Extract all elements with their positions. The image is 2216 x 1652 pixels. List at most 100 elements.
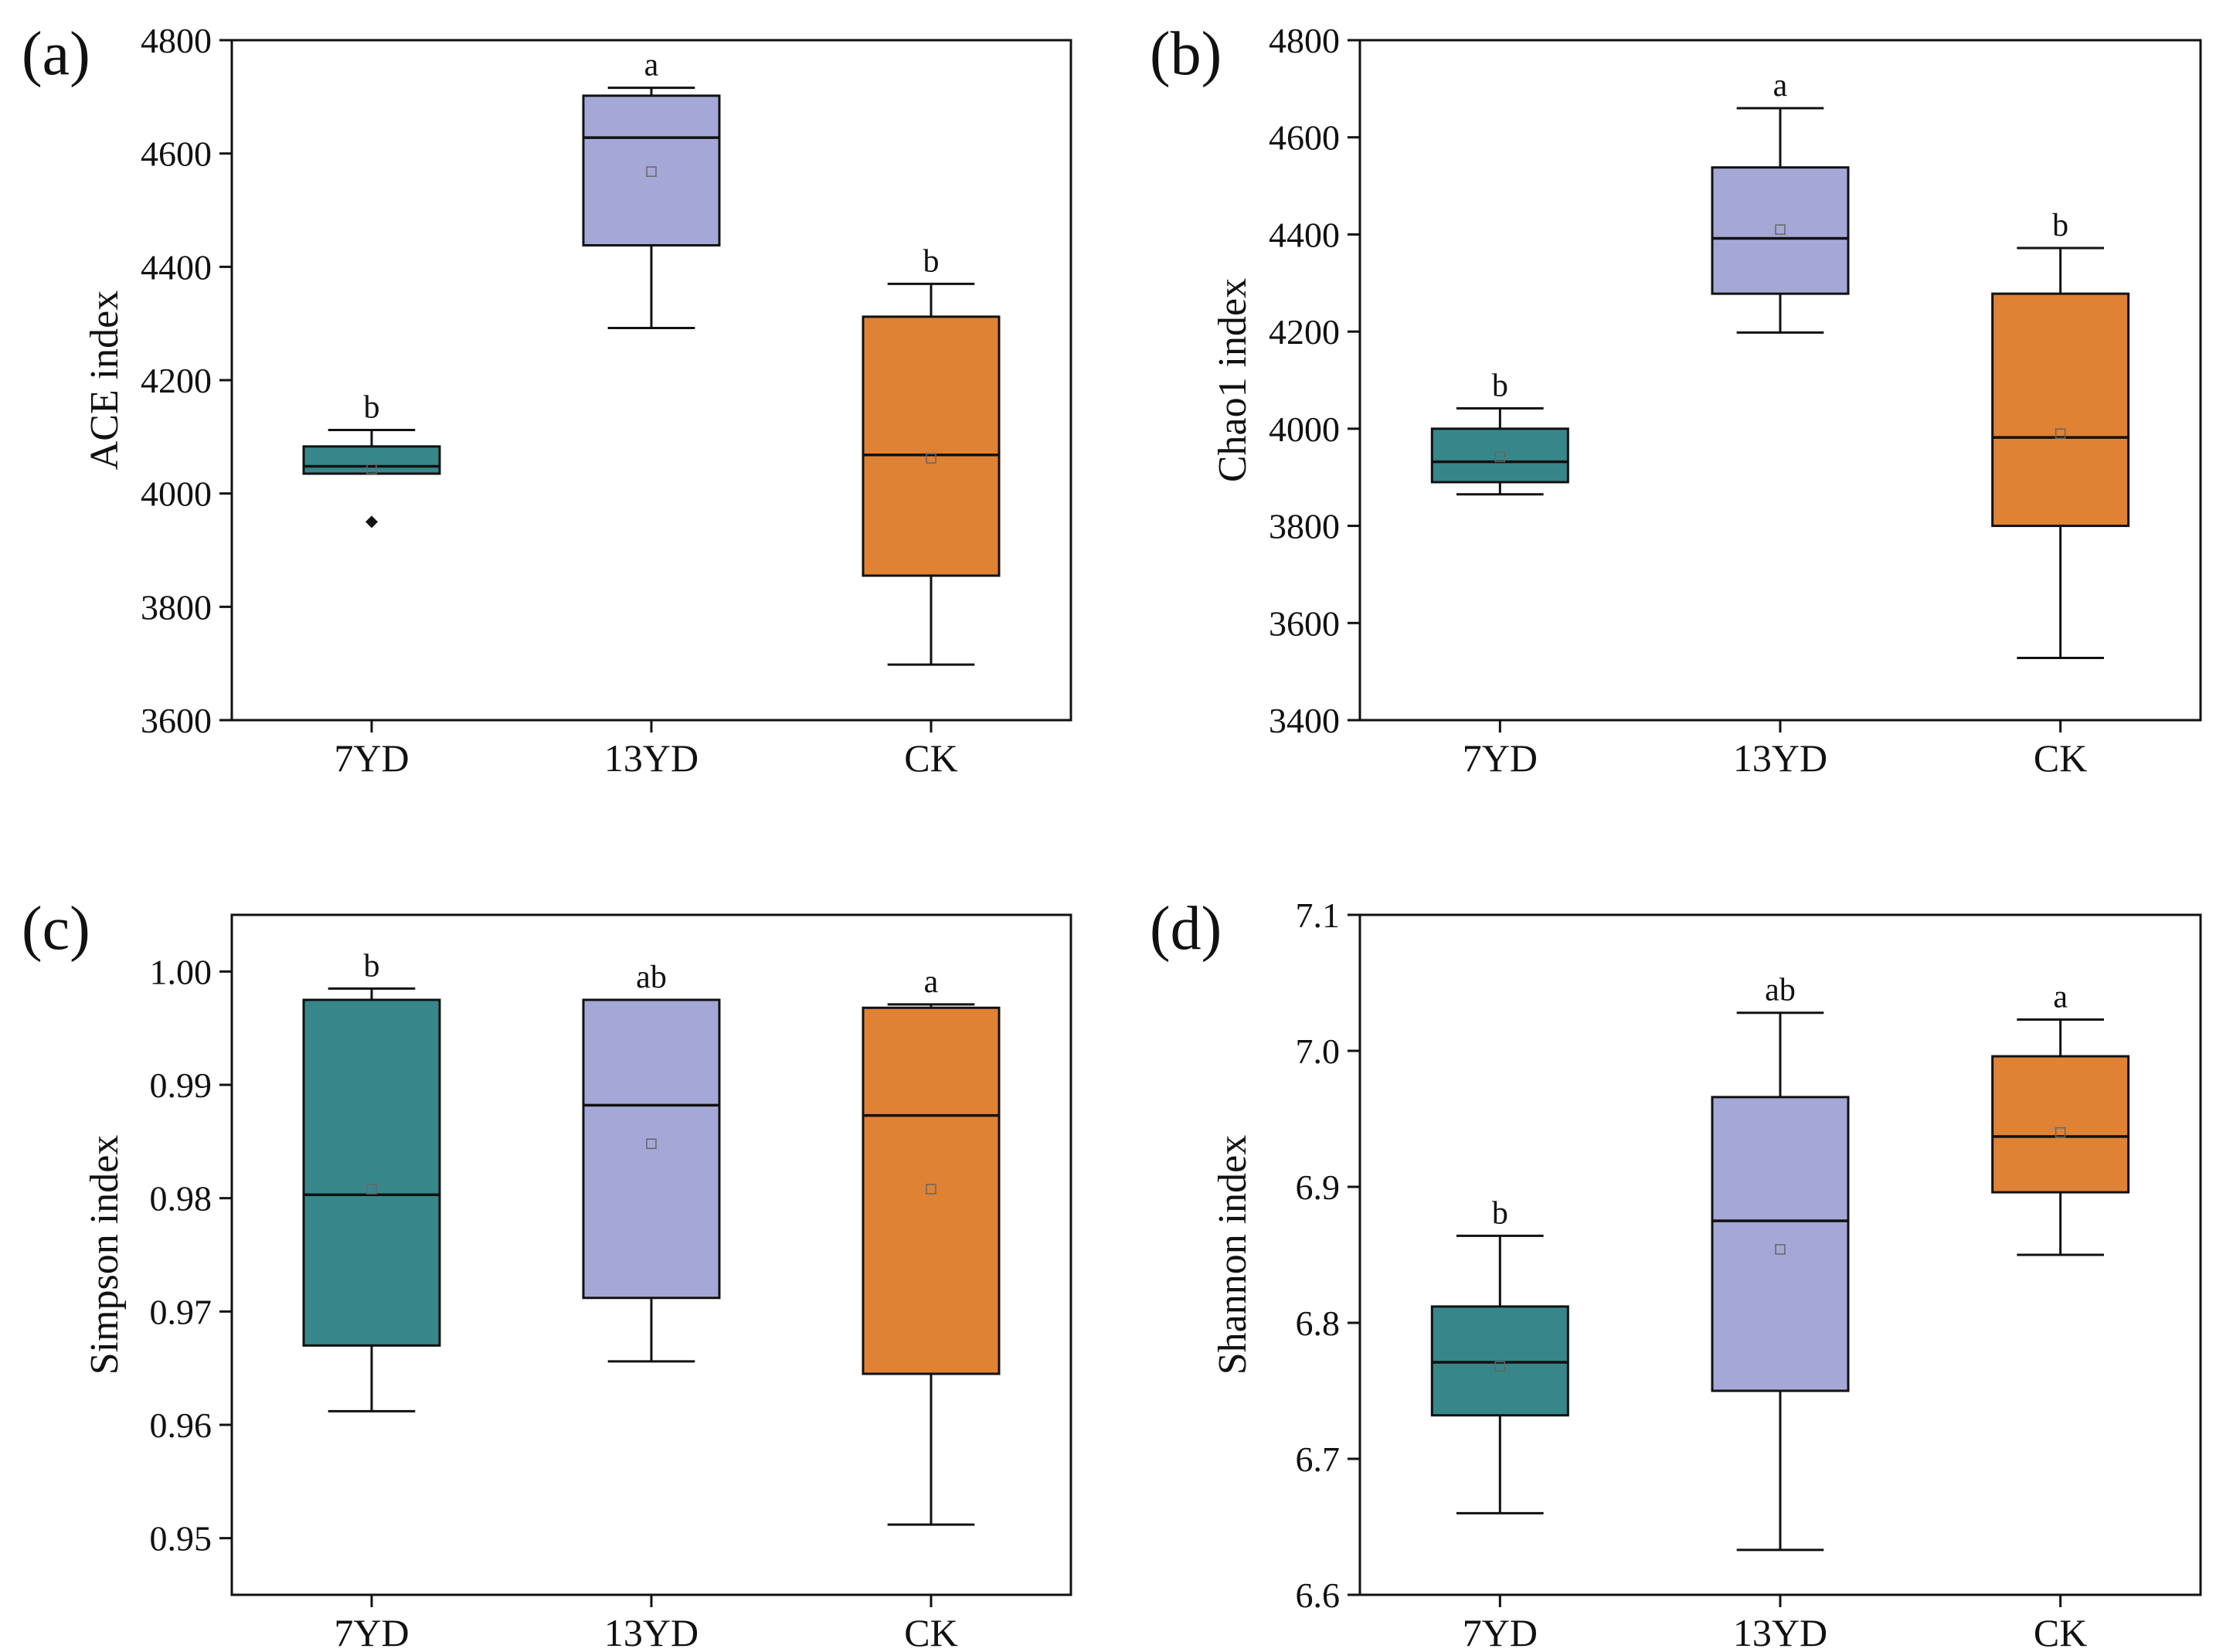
panel-tag: (d) [1150,895,1222,963]
panel-tag: (b) [1150,20,1222,88]
significance-letter: ab [1765,973,1796,1008]
box-7yd: b [302,390,441,529]
panel-b: 3400 3600 3800 4000 4200 4400 4600 4800 7YD 13YD C… [1150,20,2202,780]
box-ck: a [862,964,1001,1526]
y-tick-label: 6.9 [1296,1168,1341,1207]
x-category-label: 13YD [1733,1611,1827,1652]
y-tick-label: 4800 [1269,21,1340,60]
box-13yd: a [582,48,721,330]
y-axis-title: Shannon index [1211,1135,1255,1375]
y-tick-label: 4000 [141,474,212,514]
outlier-point [365,515,378,529]
panel-d: 6.6 6.7 6.8 6.9 7.0 7.1 7YD 13YD CK Shannon index… [1150,895,2202,1652]
y-tick-label: 4600 [1269,118,1340,158]
significance-letter: b [1492,368,1508,403]
y-tick-label: 3600 [141,701,212,740]
significance-letter: b [2052,208,2068,243]
significance-letter: b [364,390,380,426]
y-tick-label: 6.7 [1296,1440,1341,1479]
box-ck: a [1991,980,2130,1256]
iqr-box [862,315,1001,577]
y-tick-label: 3800 [141,587,212,627]
panel-tag: (c) [22,895,90,963]
y-tick-label: 6.8 [1296,1304,1341,1343]
y-tick-label: 4200 [141,361,212,400]
iqr-box [1711,166,1850,295]
mean-marker [2055,428,2066,439]
panel-a: 3600 3800 4000 4200 4400 4600 4800 7YD 13YD CK ACE… [22,20,1072,780]
y-tick-label: 3400 [1269,701,1340,740]
significance-letter: b [1492,1195,1508,1231]
y-axis-title: ACE index [83,291,127,471]
y-tick-label: 4600 [141,134,212,174]
y-tick-label: 0.97 [150,1292,212,1331]
mean-marker [366,1184,377,1195]
mean-marker [1494,451,1506,463]
y-tick-label: 4400 [1269,215,1340,254]
x-category-label: CK [904,1611,957,1652]
iqr-box [302,998,441,1347]
mean-marker [926,453,936,464]
significance-letter: a [924,964,939,1000]
mean-marker [646,166,657,177]
x-category-label: 7YD [334,736,409,780]
y-tick-label: 6.6 [1296,1576,1341,1615]
x-category-label: 7YD [1463,736,1538,780]
iqr-box [1430,427,1569,484]
box-ck: b [1991,208,2130,660]
iqr-box [862,1006,1001,1375]
x-category-label: 7YD [334,1611,409,1652]
iqr-box [582,94,721,246]
y-tick-label: 0.96 [150,1406,212,1445]
iqr-box [1991,1055,2130,1194]
mean-marker [1494,1361,1506,1372]
y-axis-title: Simpson index [83,1135,127,1375]
mean-marker [2055,1127,2066,1138]
y-tick-label: 0.98 [150,1179,212,1219]
mean-marker [1775,1244,1786,1255]
panel-tag: (a) [22,20,90,88]
iqr-box [1430,1305,1569,1417]
significance-letter: b [364,948,380,984]
box-7yd: b [1430,1195,1569,1514]
box-13yd: ab [1711,973,1850,1552]
y-tick-label: 0.99 [150,1066,212,1105]
iqr-box [1711,1096,1850,1392]
box-7yd: b [302,948,441,1412]
x-category-label: CK [2034,1611,2087,1652]
mean-marker [926,1184,936,1195]
y-tick-label: 4400 [141,247,212,287]
y-tick-label: 3600 [1269,603,1340,643]
y-tick-label: 1.00 [150,952,212,991]
box-ck: b [862,243,1001,666]
panel-c: 0.95 0.96 0.97 0.98 0.99 1.00 7YD 13YD CK Simpson… [22,895,1072,1652]
significance-letter: a [2053,980,2068,1015]
iqr-box [1991,292,2130,528]
x-category-label: 13YD [604,736,698,780]
mean-marker [646,1138,657,1150]
y-tick-label: 4200 [1269,312,1340,352]
x-category-label: 13YD [1733,736,1827,780]
iqr-box [302,445,441,475]
significance-letter: a [1773,68,1788,104]
x-category-label: CK [2034,736,2087,780]
box-7yd: b [1430,368,1569,496]
x-category-label: 13YD [604,1611,698,1652]
mean-marker [1775,224,1786,235]
mean-marker [366,464,377,474]
y-tick-label: 7.1 [1296,896,1341,935]
significance-letter: ab [636,960,667,995]
box-13yd: a [1711,68,1850,334]
y-tick-label: 0.95 [150,1519,212,1559]
y-tick-label: 7.0 [1296,1032,1341,1071]
y-axis-title: Chao1 index [1211,278,1255,482]
y-tick-label: 4800 [141,21,212,60]
y-tick-label: 4000 [1269,410,1340,449]
y-tick-label: 3800 [1269,507,1340,546]
x-category-label: CK [904,736,957,780]
x-category-label: 7YD [1463,1611,1538,1652]
significance-letter: a [644,48,659,83]
significance-letter: b [923,243,940,279]
box-13yd: ab [582,960,721,1363]
